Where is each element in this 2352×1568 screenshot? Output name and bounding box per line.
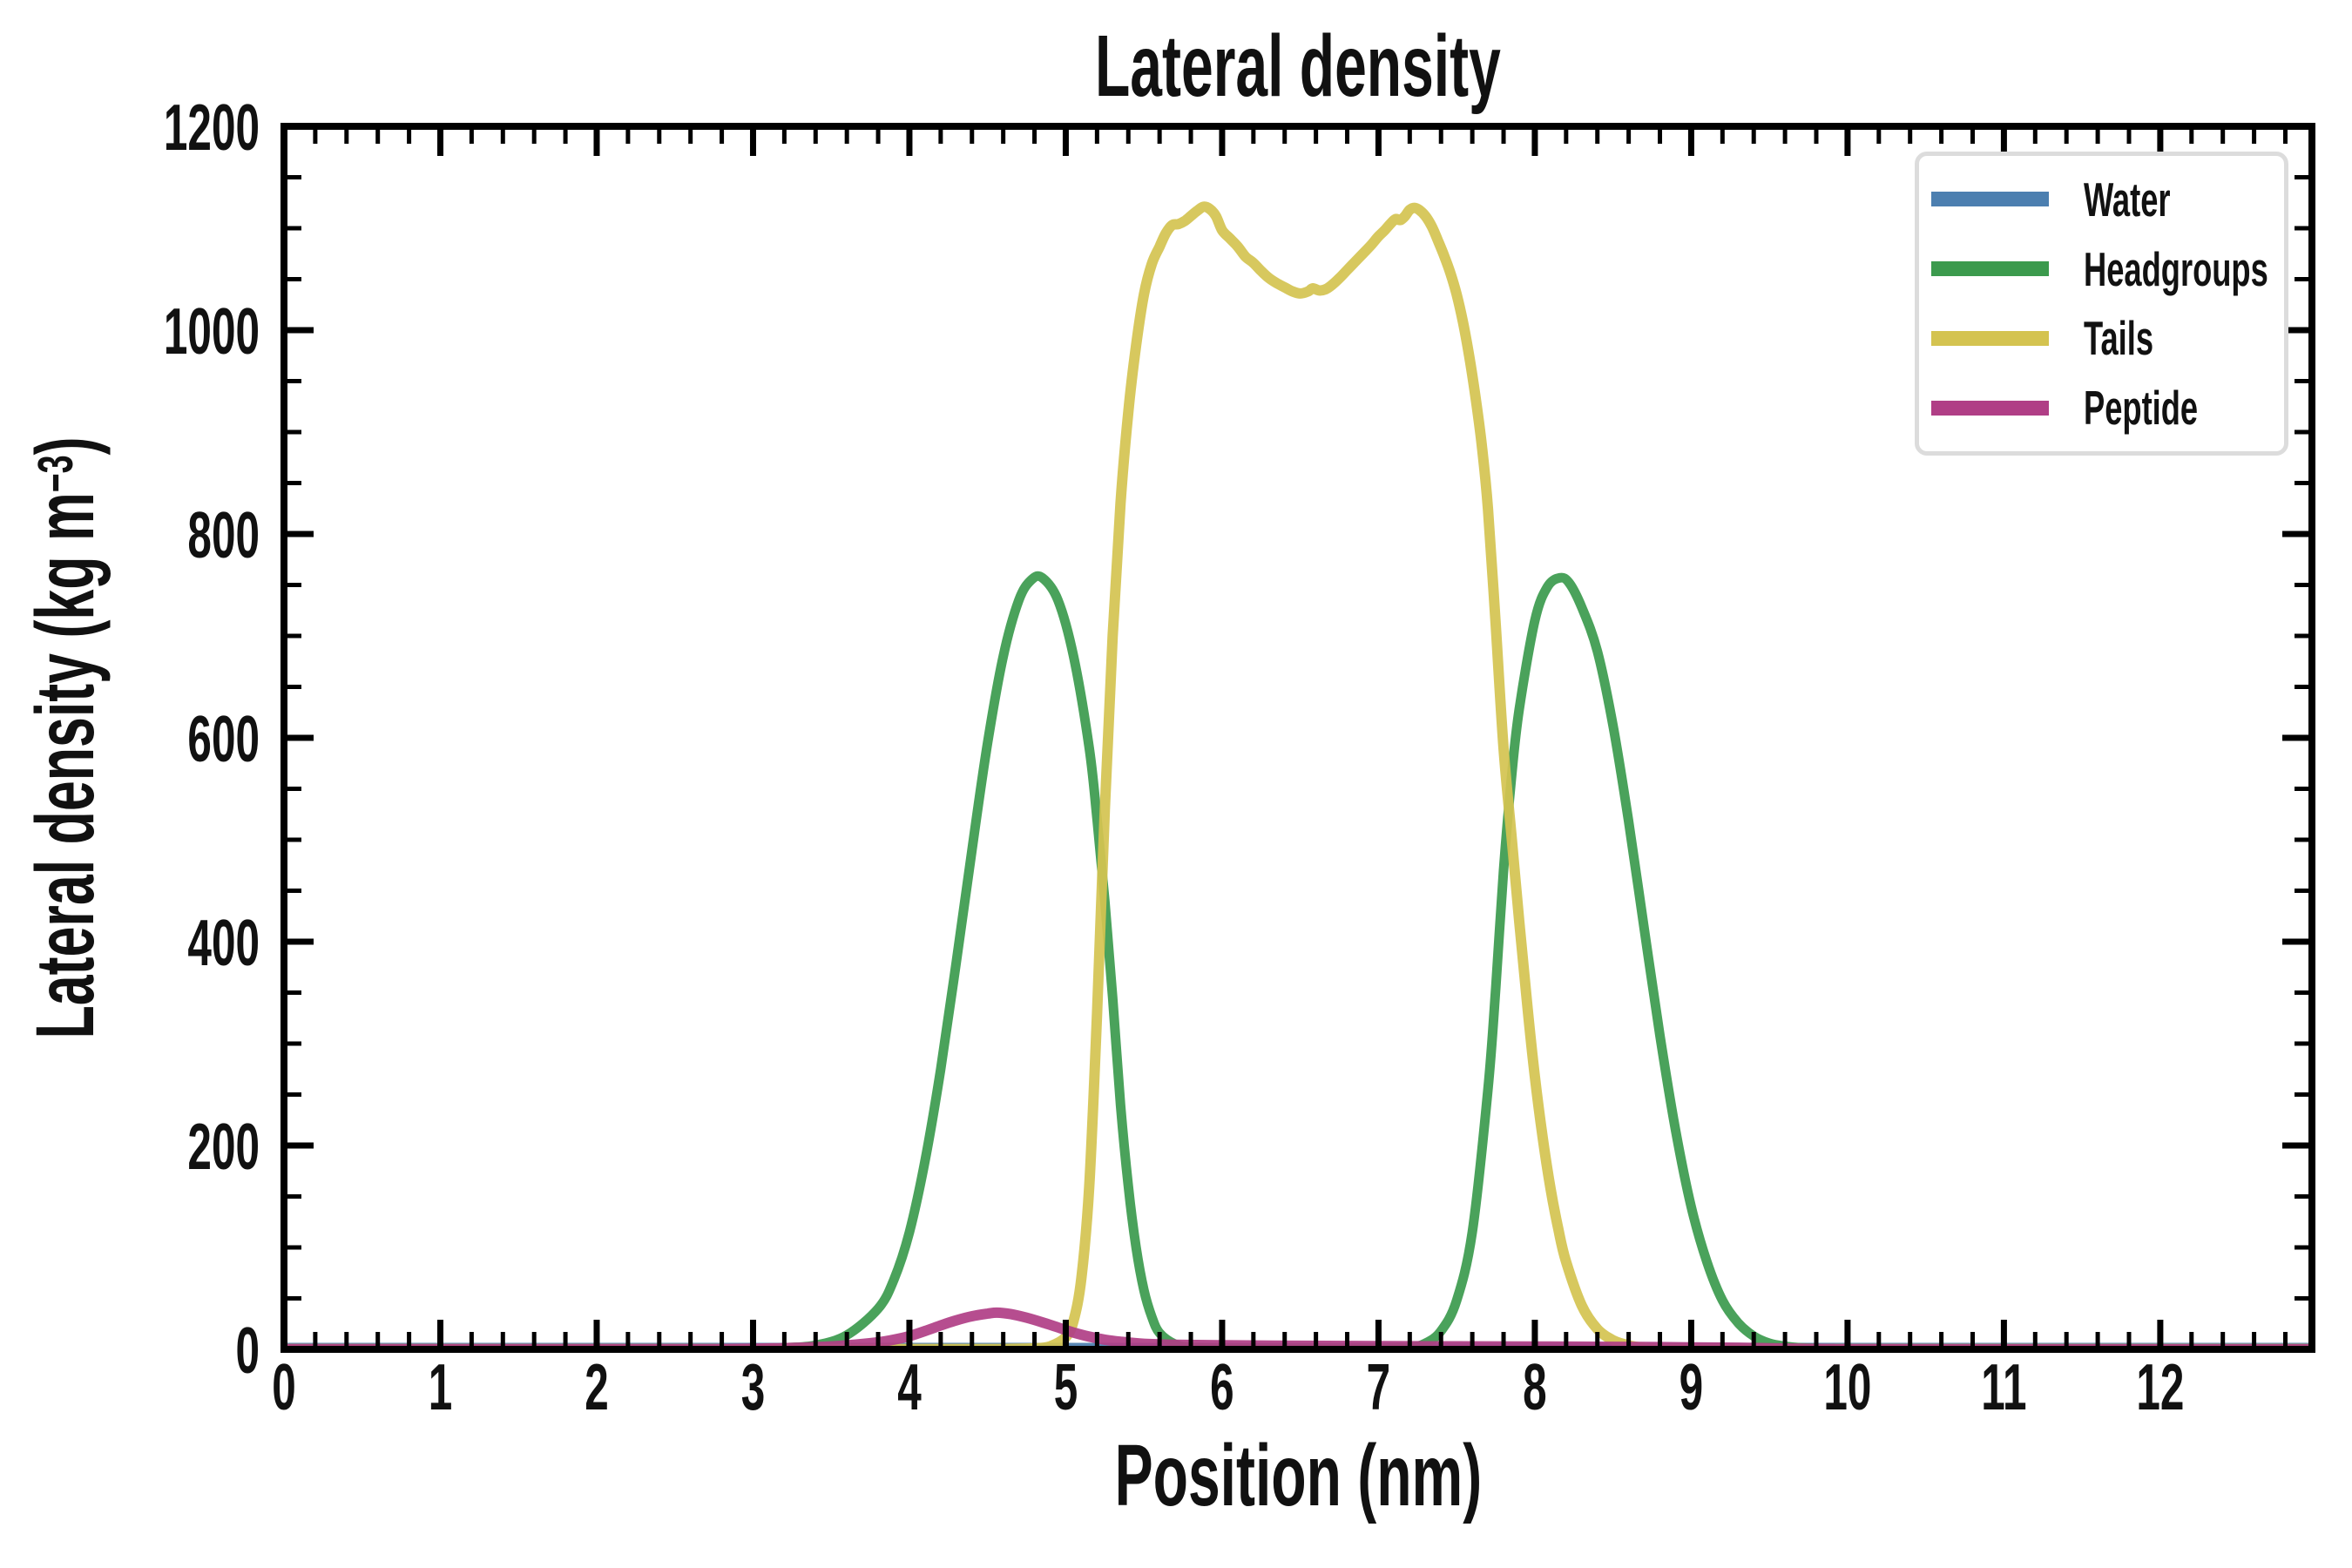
legend-label: Headgroups [2084, 241, 2268, 296]
y-tick-label: 1200 [164, 91, 260, 165]
x-tick-label: 10 [1823, 1351, 1871, 1424]
x-tick-label: 7 [1367, 1351, 1391, 1424]
x-tick-label: 0 [272, 1351, 296, 1424]
legend-item-headgroups: Headgroups [1919, 243, 2284, 295]
chart-title-text: Lateral density [1095, 17, 1501, 115]
x-tick-label: 6 [1210, 1351, 1234, 1424]
legend-label: Water [2084, 172, 2171, 226]
y-tick-label: 800 [187, 499, 260, 572]
legend-item-peptide: Peptide [1919, 382, 2284, 434]
y-tick-label: 400 [187, 907, 260, 980]
x-tick-label: 11 [1981, 1351, 2026, 1424]
x-tick-label: 1 [429, 1351, 453, 1424]
tails-line-swatch [1931, 330, 2049, 346]
y-axis-label: Lateral density (kg m−3) [17, 307, 113, 1169]
y-axis-label-superscript: −3 [28, 455, 84, 493]
x-tick-label: 4 [897, 1351, 922, 1424]
x-tick-label: 9 [1680, 1351, 1704, 1424]
chart-title: Lateral density [775, 21, 1821, 112]
x-tick-label: 12 [2136, 1351, 2184, 1424]
tails-curve [287, 201, 2308, 1346]
headgroups-line-swatch [1931, 261, 2049, 277]
axes-frame [280, 123, 2315, 1353]
y-axis-label-post: ) [19, 436, 112, 456]
legend-item-water: Water [1919, 173, 2284, 226]
legend-box: Water Headgroups Tails Peptide [1915, 152, 2288, 456]
legend-label: Tails [2084, 311, 2154, 366]
x-tick-label: 3 [741, 1351, 766, 1424]
legend-label: Peptide [2084, 381, 2199, 436]
x-tick-label: 8 [1523, 1351, 1547, 1424]
peptide-line-swatch [1931, 400, 2049, 416]
water-line-swatch [1931, 192, 2049, 207]
y-tick-label: 200 [187, 1111, 260, 1184]
x-axis-label: Position (nm) [775, 1430, 1821, 1521]
x-axis-label-text: Position (nm) [1114, 1427, 1482, 1524]
x-tick-label: 2 [585, 1351, 609, 1424]
legend-item-tails: Tails [1919, 312, 2284, 364]
y-axis-label-pre: Lateral density (kg m [19, 492, 112, 1039]
y-tick-label: 0 [235, 1315, 260, 1388]
y-tick-label: 600 [187, 703, 260, 776]
y-tick-label: 1000 [164, 295, 260, 368]
x-tick-label: 5 [1054, 1351, 1078, 1424]
headgroups-curve [287, 571, 2308, 1346]
